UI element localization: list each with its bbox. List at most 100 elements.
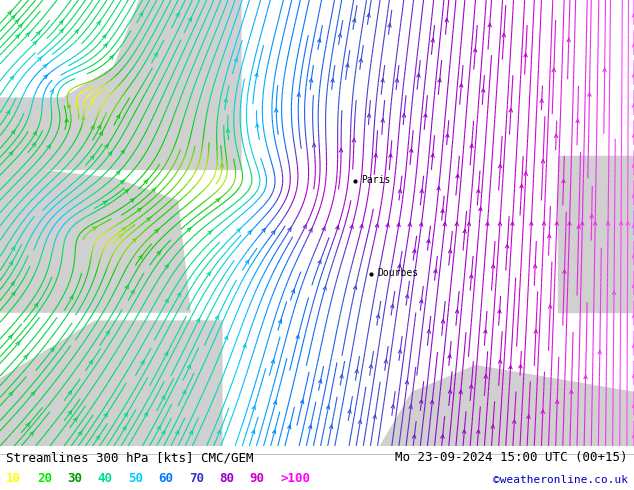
- FancyArrowPatch shape: [252, 406, 256, 410]
- FancyArrowPatch shape: [82, 116, 85, 120]
- FancyArrowPatch shape: [632, 435, 634, 438]
- FancyArrowPatch shape: [373, 415, 377, 418]
- FancyArrowPatch shape: [120, 179, 125, 184]
- FancyArrowPatch shape: [398, 265, 401, 268]
- FancyArrowPatch shape: [255, 73, 258, 77]
- FancyArrowPatch shape: [388, 24, 391, 27]
- FancyArrowPatch shape: [568, 222, 571, 225]
- FancyArrowPatch shape: [103, 44, 107, 48]
- FancyArrowPatch shape: [110, 55, 113, 59]
- FancyArrowPatch shape: [563, 270, 566, 273]
- FancyArrowPatch shape: [303, 225, 306, 229]
- FancyArrowPatch shape: [369, 365, 373, 368]
- FancyArrowPatch shape: [188, 365, 190, 369]
- FancyArrowPatch shape: [91, 125, 94, 129]
- FancyArrowPatch shape: [632, 314, 634, 318]
- FancyArrowPatch shape: [32, 143, 36, 147]
- FancyArrowPatch shape: [248, 230, 252, 234]
- Text: 70: 70: [189, 472, 204, 485]
- FancyArrowPatch shape: [486, 222, 489, 225]
- FancyArrowPatch shape: [632, 134, 634, 137]
- FancyArrowPatch shape: [11, 292, 15, 296]
- FancyArrowPatch shape: [443, 222, 446, 226]
- FancyArrowPatch shape: [576, 119, 579, 122]
- FancyArrowPatch shape: [446, 134, 449, 137]
- FancyArrowPatch shape: [405, 381, 408, 384]
- FancyArrowPatch shape: [438, 79, 441, 82]
- FancyArrowPatch shape: [139, 13, 143, 16]
- FancyArrowPatch shape: [30, 431, 34, 436]
- FancyArrowPatch shape: [477, 430, 480, 433]
- FancyArrowPatch shape: [567, 38, 571, 42]
- FancyArrowPatch shape: [448, 355, 451, 358]
- Text: 90: 90: [250, 472, 265, 485]
- FancyArrowPatch shape: [273, 430, 276, 434]
- FancyArrowPatch shape: [455, 222, 458, 226]
- FancyArrowPatch shape: [224, 99, 228, 102]
- FancyArrowPatch shape: [612, 291, 616, 294]
- FancyArrowPatch shape: [176, 13, 179, 17]
- FancyArrowPatch shape: [632, 374, 634, 378]
- FancyArrowPatch shape: [47, 145, 50, 149]
- FancyArrowPatch shape: [552, 68, 555, 72]
- FancyArrowPatch shape: [144, 179, 148, 184]
- FancyArrowPatch shape: [236, 228, 241, 232]
- FancyArrowPatch shape: [141, 361, 144, 365]
- FancyArrowPatch shape: [632, 254, 634, 257]
- FancyArrowPatch shape: [431, 154, 434, 157]
- FancyArrowPatch shape: [215, 316, 218, 319]
- FancyArrowPatch shape: [207, 272, 210, 276]
- FancyArrowPatch shape: [271, 360, 275, 364]
- FancyArrowPatch shape: [441, 319, 444, 323]
- FancyArrowPatch shape: [534, 330, 538, 333]
- FancyArrowPatch shape: [520, 185, 523, 188]
- Text: Paris: Paris: [361, 175, 391, 185]
- FancyArrowPatch shape: [256, 124, 259, 127]
- FancyArrowPatch shape: [146, 217, 151, 221]
- FancyArrowPatch shape: [367, 114, 371, 117]
- Text: 50: 50: [128, 472, 143, 485]
- FancyArrowPatch shape: [125, 189, 129, 193]
- FancyArrowPatch shape: [355, 369, 358, 373]
- FancyArrowPatch shape: [34, 131, 36, 135]
- FancyArrowPatch shape: [36, 31, 41, 35]
- FancyArrowPatch shape: [632, 344, 634, 347]
- FancyArrowPatch shape: [76, 103, 79, 107]
- FancyArrowPatch shape: [318, 380, 322, 383]
- FancyArrowPatch shape: [353, 139, 356, 142]
- FancyArrowPatch shape: [389, 154, 392, 157]
- FancyArrowPatch shape: [519, 365, 522, 368]
- FancyArrowPatch shape: [375, 224, 378, 227]
- FancyArrowPatch shape: [359, 59, 363, 62]
- FancyArrowPatch shape: [51, 348, 54, 352]
- Polygon shape: [0, 0, 241, 170]
- FancyArrowPatch shape: [470, 274, 473, 278]
- Text: Streamlines 300 hPa [kts] CMC/GEM: Streamlines 300 hPa [kts] CMC/GEM: [6, 451, 254, 464]
- FancyArrowPatch shape: [165, 352, 167, 356]
- FancyArrowPatch shape: [155, 229, 159, 233]
- FancyArrowPatch shape: [97, 21, 100, 25]
- FancyArrowPatch shape: [26, 32, 30, 36]
- FancyArrowPatch shape: [330, 425, 333, 429]
- FancyArrowPatch shape: [384, 360, 387, 363]
- FancyArrowPatch shape: [354, 286, 357, 290]
- FancyArrowPatch shape: [322, 227, 325, 231]
- FancyArrowPatch shape: [484, 330, 487, 333]
- FancyArrowPatch shape: [245, 260, 249, 264]
- FancyArrowPatch shape: [336, 226, 339, 229]
- FancyArrowPatch shape: [491, 265, 495, 268]
- FancyArrowPatch shape: [555, 222, 559, 225]
- Polygon shape: [0, 321, 222, 446]
- FancyArrowPatch shape: [459, 390, 462, 394]
- FancyArrowPatch shape: [413, 435, 416, 438]
- FancyArrowPatch shape: [301, 400, 304, 404]
- FancyArrowPatch shape: [33, 41, 37, 45]
- FancyArrowPatch shape: [590, 215, 593, 218]
- FancyArrowPatch shape: [93, 227, 97, 230]
- FancyArrowPatch shape: [11, 130, 15, 134]
- FancyArrowPatch shape: [338, 34, 342, 37]
- FancyArrowPatch shape: [327, 405, 330, 409]
- FancyArrowPatch shape: [138, 208, 142, 212]
- FancyArrowPatch shape: [524, 53, 527, 57]
- Text: 40: 40: [98, 472, 113, 485]
